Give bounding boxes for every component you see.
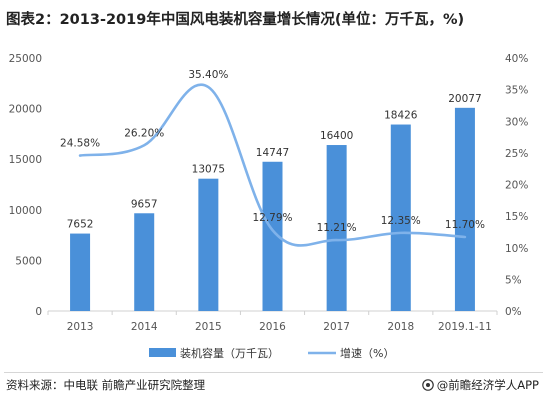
legend-bar-swatch: [149, 348, 176, 357]
y-right-tick-label: 10%: [505, 243, 528, 255]
brand-logo-icon: [421, 379, 434, 391]
line-data-label: 11.70%: [445, 219, 485, 231]
y-right-tick-label: 20%: [505, 180, 528, 192]
y-left-tick-label: 5000: [15, 255, 42, 267]
line-data-label: 24.58%: [60, 138, 100, 150]
x-tick-label: 2016: [259, 321, 286, 333]
x-tick-label: 2015: [195, 321, 222, 333]
y-right-tick-label: 30%: [505, 116, 528, 128]
bar: [454, 107, 475, 311]
x-tick-label: 2014: [131, 321, 158, 333]
y-left-tick-label: 10000: [9, 205, 42, 217]
chart-svg: 0 5000 10000 15000 20000 25000 0% 5% 10% 15% 20% 25…: [9, 53, 529, 360]
bar-data-label: 7652: [67, 219, 94, 231]
y-right-tick-label: 40%: [505, 53, 528, 65]
bar-data-label: 9657: [131, 198, 158, 210]
bar-data-label: 16400: [320, 130, 353, 142]
bar: [262, 161, 283, 311]
line-data-label: 35.40%: [188, 69, 228, 81]
source-note: 资料来源：中电联 前瞻产业研究院整理: [6, 378, 206, 392]
footer-divider: [4, 372, 543, 373]
bar: [70, 233, 91, 311]
y-right-tick-label: 15%: [505, 211, 528, 223]
bar: [198, 178, 219, 311]
bar-data-label: 18426: [384, 110, 418, 122]
bar-data-label: 20077: [448, 93, 481, 105]
y-right-tick-label: 25%: [505, 148, 528, 160]
line-data-label: 11.21%: [317, 222, 357, 234]
y-left-tick-label: 15000: [9, 154, 42, 166]
y-right-tick-label: 35%: [505, 85, 528, 97]
bar-data-label: 14747: [256, 147, 289, 159]
legend-line-label: 增速（%）: [340, 346, 394, 360]
y-left-tick-label: 25000: [9, 53, 42, 65]
brand-text: @前瞻经济学人APP: [436, 378, 539, 392]
bar: [390, 124, 411, 312]
bar: [134, 213, 155, 311]
line-data-label: 12.79%: [252, 212, 292, 224]
y-right-tick-label: 0%: [505, 306, 522, 318]
y-left-tick-label: 20000: [9, 104, 42, 116]
y-right-tick-label: 5%: [505, 274, 522, 286]
growth-line: [78, 83, 467, 247]
x-tick-label: 2018: [387, 321, 414, 333]
bar-data-label: 13075: [192, 164, 225, 176]
chart-title: 图表2：2013-2019年中国风电装机容量增长情况(单位：万千瓦，%): [6, 12, 465, 28]
x-tick-label: 2013: [67, 321, 94, 333]
x-tick-label: 2019.1-11: [438, 321, 492, 333]
y-left-tick-label: 0: [35, 306, 42, 318]
legend-bar-label: 装机容量（万千瓦）: [180, 346, 279, 360]
x-tick-label: 2017: [323, 321, 350, 333]
brand-credit: @前瞻经济学人APP: [421, 377, 539, 393]
line-data-label: 12.35%: [381, 215, 421, 227]
line-data-label: 26.20%: [124, 127, 164, 139]
bar: [326, 145, 347, 311]
